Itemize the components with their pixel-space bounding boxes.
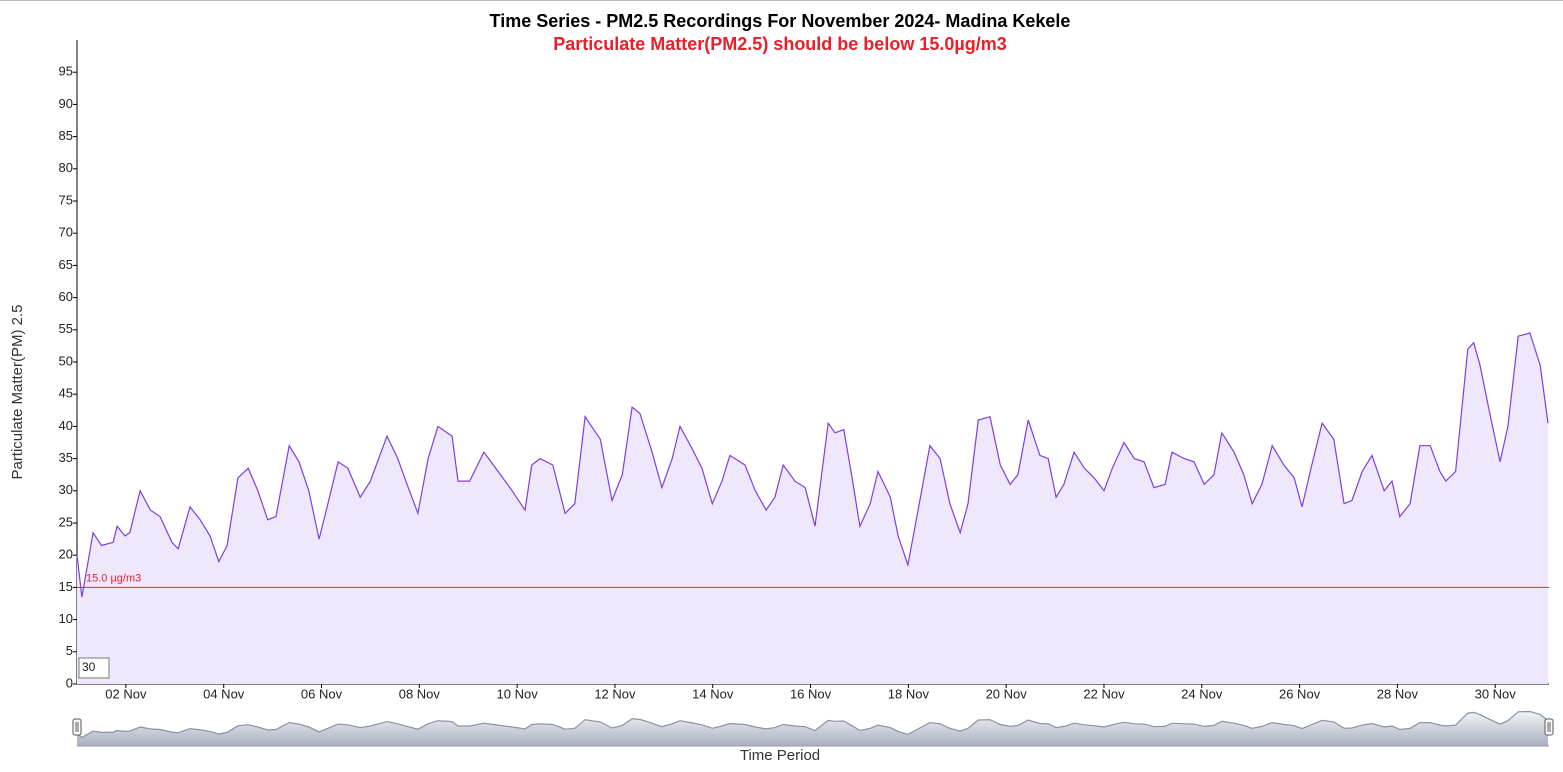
x-tick-label: 28 Nov [1377,686,1419,701]
y-tick-label: 50 [59,353,73,368]
y-tick-label: 40 [59,418,73,433]
threshold-label: 15.0 µg/m3 [86,572,141,584]
y-tick-label: 15 [59,579,73,594]
x-tick-label: 10 Nov [497,686,539,701]
y-tick-label: 0 [66,675,73,690]
y-tick-label: 55 [59,321,73,336]
y-tick-label: 10 [59,611,73,626]
x-tick-label: 16 Nov [790,686,832,701]
y-tick-label: 5 [66,643,73,658]
chart-title: Time Series - PM2.5 Recordings For Novem… [490,11,1071,31]
y-tick-label: 30 [59,482,73,497]
x-tick-label: 26 Nov [1279,686,1321,701]
x-tick-label: 20 Nov [986,686,1028,701]
roll-period-box[interactable] [78,657,110,679]
range-handle[interactable] [72,718,82,736]
chart-subtitle: Particulate Matter(PM2.5) should be belo… [553,34,1006,54]
y-tick-label: 35 [59,450,73,465]
x-tick-label: 12 Nov [594,686,636,701]
x-tick-label: 30 Nov [1475,686,1517,701]
y-tick-label: 75 [59,192,73,207]
y-tick-label: 60 [59,289,73,304]
series-area [77,333,1548,684]
y-tick-label: 65 [59,257,73,272]
range-handle[interactable] [1544,718,1554,736]
y-tick-label: 25 [59,514,73,529]
x-tick-label: 08 Nov [399,686,441,701]
x-tick-label: 02 Nov [105,686,147,701]
mini-line [76,710,1549,739]
y-tick-label: 70 [59,225,73,240]
x-tick-label: 24 Nov [1181,686,1223,701]
y-tick-label: 80 [59,160,73,175]
x-tick-label: 22 Nov [1083,686,1125,701]
y-tick-label: 95 [59,64,73,79]
y-tick-label: 85 [59,128,73,143]
y-axis-label: Particulate Matter(PM) 2.5 [9,304,26,479]
y-tick-label: 20 [59,547,73,562]
y-tick-label: 90 [59,96,73,111]
x-tick-label: 14 Nov [692,686,734,701]
x-axis-label: Time Period [740,747,820,764]
series-line [76,332,1549,598]
y-tick-label: 45 [59,386,73,401]
x-tick-label: 04 Nov [203,686,245,701]
roll-period[interactable]: 30 [82,660,96,674]
x-tick-label: 18 Nov [888,686,930,701]
mini-area [77,711,1548,746]
x-tick-label: 06 Nov [301,686,343,701]
